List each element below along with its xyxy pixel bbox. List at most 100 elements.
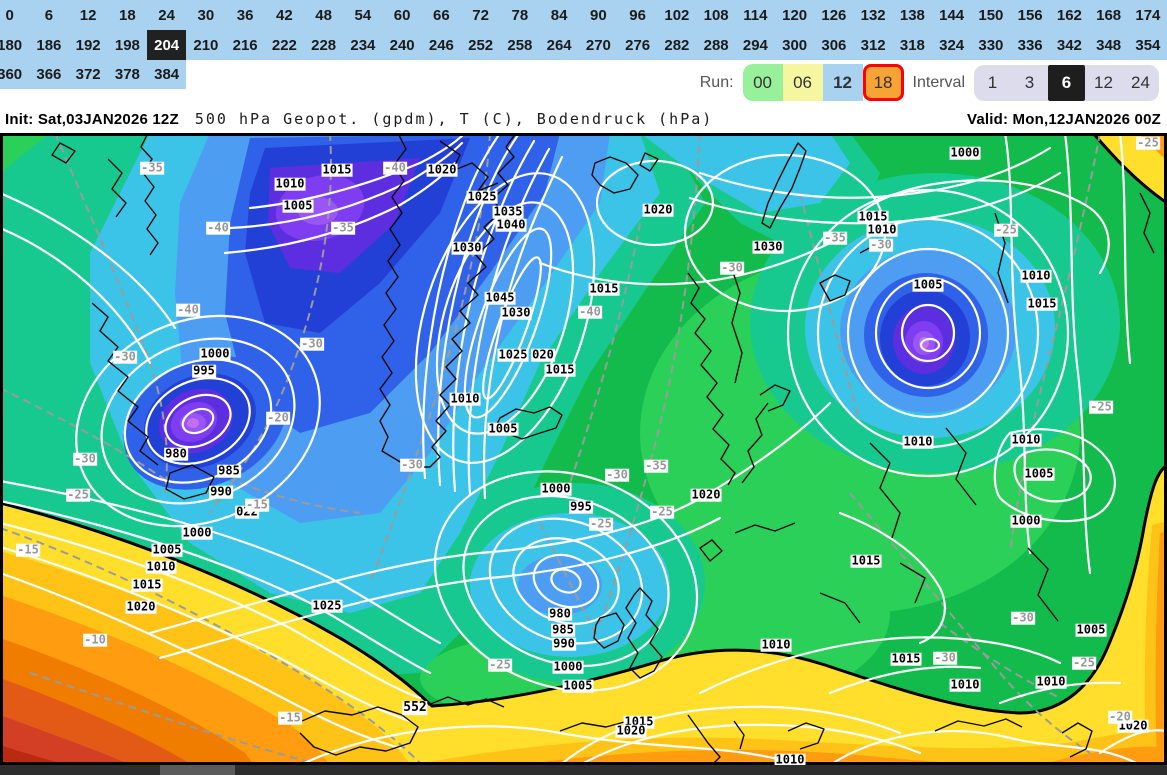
hour-300[interactable]: 300	[775, 30, 815, 60]
hour-162[interactable]: 162	[1049, 0, 1089, 30]
hour-240[interactable]: 240	[382, 30, 422, 60]
hour-126[interactable]: 126	[814, 0, 854, 30]
hour-198[interactable]: 198	[107, 30, 147, 60]
hour-342[interactable]: 342	[1049, 30, 1089, 60]
hour-12[interactable]: 12	[68, 0, 108, 30]
hour-102[interactable]: 102	[657, 0, 697, 30]
run-button-06[interactable]: 06	[782, 64, 823, 101]
hour-192[interactable]: 192	[68, 30, 108, 60]
hour-72[interactable]: 72	[461, 0, 501, 30]
hour-24[interactable]: 24	[147, 0, 187, 30]
hour-282[interactable]: 282	[657, 30, 697, 60]
hour-6[interactable]: 6	[29, 0, 69, 30]
run-button-12[interactable]: 12	[822, 64, 863, 101]
pressure-label: 1015	[588, 281, 620, 296]
temperature-label: -25	[650, 504, 674, 519]
hour-354[interactable]: 354	[1128, 30, 1167, 60]
weather-map: 1015 1010 1005 1020 1025 1035 1040 1030 1045 1030…	[0, 133, 1167, 765]
hour-222[interactable]: 222	[264, 30, 304, 60]
hour-0[interactable]: 0	[0, 0, 30, 30]
hour-378[interactable]: 378	[107, 60, 147, 89]
hour-84[interactable]: 84	[539, 0, 579, 30]
horizontal-scrollbar[interactable]	[0, 765, 1167, 775]
interval-button-3[interactable]: 3	[1011, 64, 1048, 101]
hour-306[interactable]: 306	[814, 30, 854, 60]
hour-42[interactable]: 42	[264, 0, 304, 30]
hour-180[interactable]: 180	[0, 30, 30, 60]
hour-108[interactable]: 108	[696, 0, 736, 30]
interval-button-12[interactable]: 12	[1085, 64, 1122, 101]
pressure-label: 1000	[199, 346, 231, 361]
hour-348[interactable]: 348	[1089, 30, 1129, 60]
hour-18[interactable]: 18	[107, 0, 147, 30]
hour-324[interactable]: 324	[932, 30, 972, 60]
hour-252[interactable]: 252	[461, 30, 501, 60]
hour-30[interactable]: 30	[186, 0, 226, 30]
hour-258[interactable]: 258	[500, 30, 540, 60]
hour-144[interactable]: 144	[932, 0, 972, 30]
hour-150[interactable]: 150	[971, 0, 1011, 30]
pressure-label: 1020	[690, 487, 722, 502]
temperature-label: -25	[589, 516, 613, 531]
temperature-label: -30	[933, 650, 957, 665]
hour-90[interactable]: 90	[578, 0, 618, 30]
hour-384[interactable]: 384	[147, 60, 187, 89]
hour-156[interactable]: 156	[1010, 0, 1050, 30]
hour-bar-row-1: 0 6 12 18 24 30 36 42 48 54 60 66 72 78 84 90 96 102 108 11…	[0, 0, 1167, 30]
hour-138[interactable]: 138	[892, 0, 932, 30]
pressure-label: 1015	[131, 577, 163, 592]
hour-336[interactable]: 336	[1010, 30, 1050, 60]
hour-114[interactable]: 114	[735, 0, 775, 30]
pressure-label: 1020	[642, 202, 674, 217]
hour-66[interactable]: 66	[421, 0, 461, 30]
hour-330[interactable]: 330	[971, 30, 1011, 60]
hour-294[interactable]: 294	[735, 30, 775, 60]
init-time-label: Init: Sat,03JAN2026 12Z	[5, 110, 179, 128]
pressure-label: 1030	[500, 305, 532, 320]
scrollbar-thumb[interactable]	[160, 765, 235, 775]
hour-54[interactable]: 54	[343, 0, 383, 30]
hour-216[interactable]: 216	[225, 30, 265, 60]
hour-312[interactable]: 312	[853, 30, 893, 60]
hour-204[interactable]: 204	[147, 30, 187, 60]
hour-318[interactable]: 318	[892, 30, 932, 60]
pressure-label: 985	[551, 622, 575, 637]
hour-360[interactable]: 360	[0, 60, 30, 89]
hour-264[interactable]: 264	[539, 30, 579, 60]
hour-246[interactable]: 246	[421, 30, 461, 60]
hour-276[interactable]: 276	[618, 30, 658, 60]
hour-132[interactable]: 132	[853, 0, 893, 30]
hour-96[interactable]: 96	[618, 0, 658, 30]
hour-120[interactable]: 120	[775, 0, 815, 30]
pressure-label: 1000	[540, 481, 572, 496]
temperature-label: -25	[66, 487, 90, 502]
hour-234[interactable]: 234	[343, 30, 383, 60]
temperature-label: -15	[245, 497, 269, 512]
pressure-label: 1015	[890, 651, 922, 666]
hour-210[interactable]: 210	[186, 30, 226, 60]
interval-button-6[interactable]: 6	[1048, 64, 1085, 101]
hour-228[interactable]: 228	[304, 30, 344, 60]
temperature-label: -40	[176, 302, 200, 317]
hour-186[interactable]: 186	[29, 30, 69, 60]
pressure-label: 1010	[866, 222, 898, 237]
hour-168[interactable]: 168	[1089, 0, 1129, 30]
hour-270[interactable]: 270	[578, 30, 618, 60]
hour-366[interactable]: 366	[29, 60, 69, 89]
hour-78[interactable]: 78	[500, 0, 540, 30]
hour-48[interactable]: 48	[304, 0, 344, 30]
pressure-label: 1005	[487, 421, 519, 436]
pressure-label: 995	[569, 499, 593, 514]
run-button-00[interactable]: 00	[742, 64, 783, 101]
interval-button-24[interactable]: 24	[1122, 64, 1159, 101]
run-button-group: 00 06 12 18	[742, 64, 904, 101]
pressure-label: 1035	[492, 204, 524, 219]
hour-60[interactable]: 60	[382, 0, 422, 30]
pressure-label: 1005	[1075, 622, 1107, 637]
hour-288[interactable]: 288	[696, 30, 736, 60]
interval-button-1[interactable]: 1	[974, 64, 1011, 101]
hour-174[interactable]: 174	[1128, 0, 1167, 30]
run-button-18[interactable]: 18	[862, 64, 904, 101]
hour-372[interactable]: 372	[68, 60, 108, 89]
hour-36[interactable]: 36	[225, 0, 265, 30]
